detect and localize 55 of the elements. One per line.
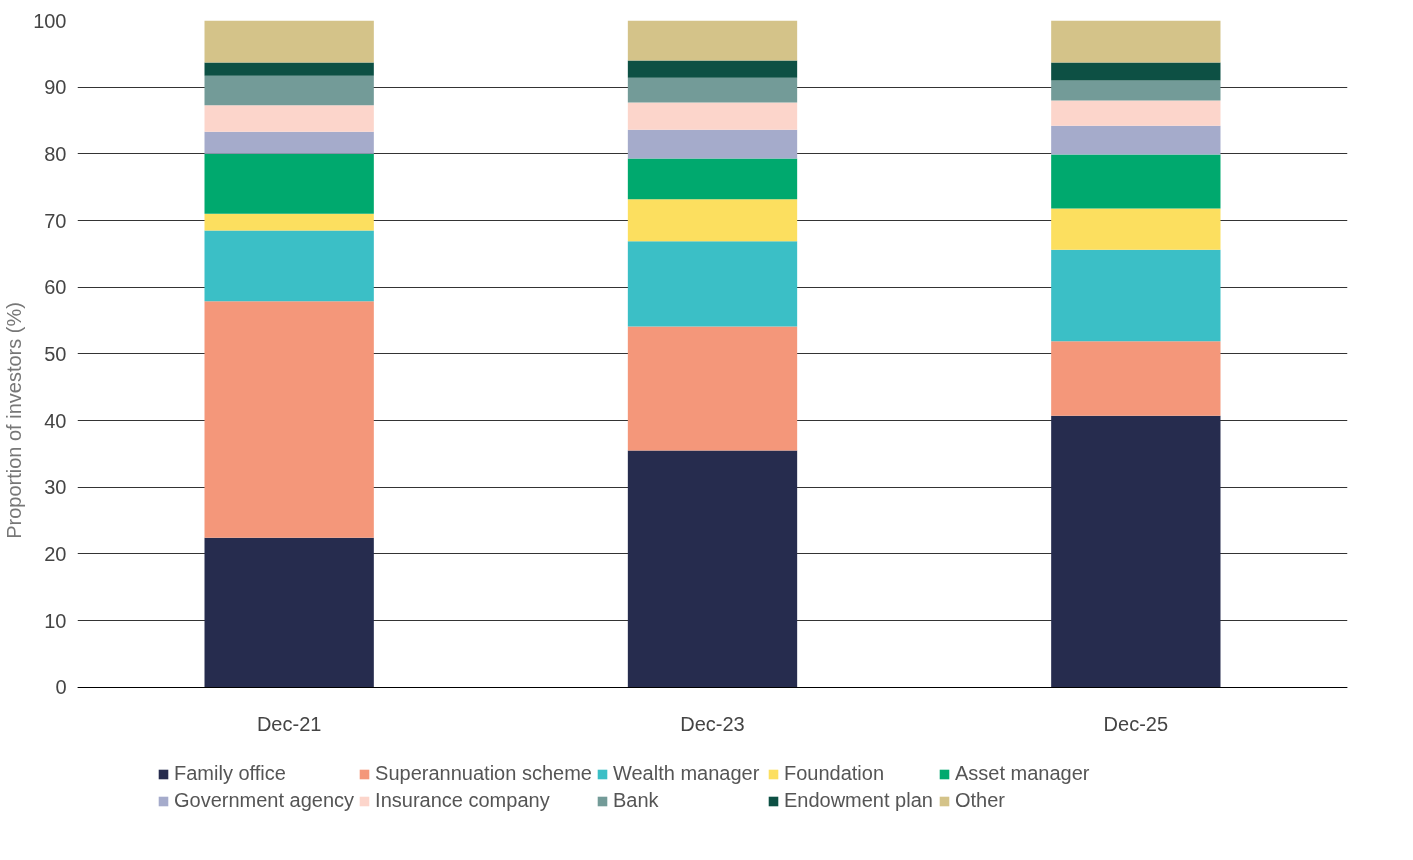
bar — [1051, 341, 1221, 416]
bar — [204, 213, 374, 231]
bar — [204, 131, 374, 154]
legend-label: Endowment plan — [783, 789, 934, 812]
y-tick-label: 50 — [44, 342, 67, 365]
bar — [204, 153, 374, 214]
bar — [204, 75, 374, 106]
y-tick-label: 90 — [44, 76, 67, 99]
bar — [204, 537, 374, 688]
y-tick-label: 40 — [44, 409, 67, 432]
legend-label: Foundation — [783, 762, 885, 785]
bar — [204, 230, 374, 302]
x-tick-label: Dec-25 — [1103, 713, 1169, 736]
bar — [627, 129, 798, 159]
legend-label: Asset manager — [954, 762, 1091, 785]
bar — [1051, 62, 1221, 81]
bar — [1051, 80, 1221, 101]
y-tick-label: 20 — [44, 542, 67, 565]
bar — [1051, 249, 1221, 342]
bar — [627, 241, 798, 327]
bar — [627, 77, 798, 103]
bar — [1051, 20, 1221, 63]
bar — [204, 301, 374, 538]
legend-label: Superannuation scheme — [375, 762, 592, 785]
bar — [627, 60, 798, 78]
legend-label: Wealth manager — [612, 762, 761, 785]
bar — [627, 158, 798, 200]
legend-label: Insurance company — [375, 789, 550, 812]
bar — [627, 102, 798, 130]
bar — [204, 62, 374, 76]
y-tick-label: 30 — [44, 476, 67, 499]
legend-label: Family office — [174, 762, 287, 785]
legend-label: Government agency — [174, 789, 355, 812]
bar — [627, 326, 798, 451]
bar — [204, 20, 374, 63]
y-tick-label: 80 — [44, 142, 67, 165]
bar — [1051, 154, 1221, 209]
y-tick-label: 70 — [44, 209, 67, 232]
x-tick-label: Dec-23 — [680, 713, 745, 736]
bar — [1051, 415, 1221, 688]
y-tick-label: 100 — [33, 9, 67, 32]
bar — [627, 450, 798, 688]
bar — [204, 105, 374, 132]
x-tick-label: Dec-21 — [256, 713, 322, 736]
bar — [627, 20, 798, 61]
bar — [1051, 100, 1221, 126]
y-tick-label: 10 — [44, 609, 67, 632]
legend-label: Other — [954, 789, 1006, 812]
bar — [1051, 208, 1221, 250]
bar — [627, 199, 798, 242]
bar — [1051, 125, 1221, 155]
legend-label: Bank — [612, 789, 660, 812]
y-tick-label: 60 — [44, 276, 67, 299]
y-axis-title: Proportion of investors (%) — [3, 302, 26, 539]
y-tick-label: 0 — [55, 676, 67, 699]
